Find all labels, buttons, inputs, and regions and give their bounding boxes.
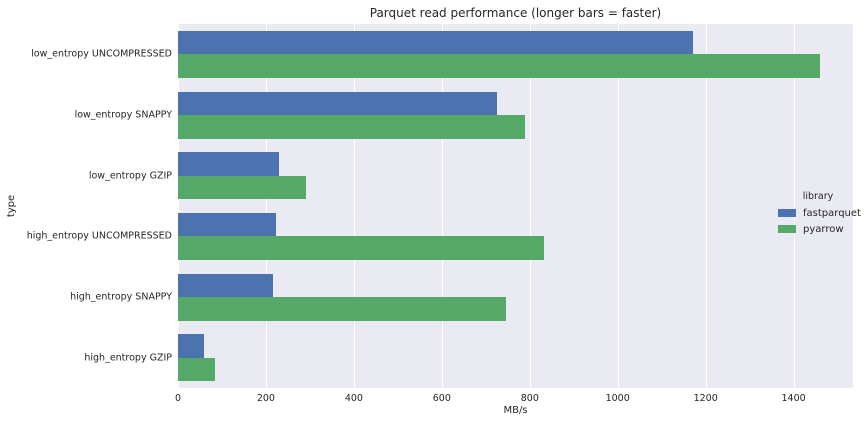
- bar-pyarrow: [178, 115, 526, 139]
- gridline: [353, 24, 355, 388]
- legend-entry: fastparquet: [776, 205, 861, 221]
- y-tick-label: low_entropy SNAPPY: [74, 109, 172, 121]
- gridline: [705, 24, 707, 388]
- y-tick-label: high_entropy SNAPPY: [70, 291, 172, 303]
- x-tick-label: 0: [174, 393, 182, 404]
- x-tick-label: 1400: [781, 393, 806, 404]
- bar-pyarrow: [178, 175, 306, 200]
- gridline: [529, 24, 531, 388]
- legend-entries: fastparquet pyarrow: [776, 205, 861, 237]
- bar-fastparquet: [178, 152, 280, 176]
- bar-fastparquet: [178, 212, 276, 237]
- bar-fastparquet: [178, 30, 693, 55]
- bar-pyarrow: [178, 236, 544, 260]
- legend-entry: pyarrow: [776, 221, 860, 237]
- bar-pyarrow: [178, 357, 216, 382]
- y-tick-label: low_entropy GZIP: [88, 170, 172, 182]
- legend-swatch-icon: [778, 209, 796, 217]
- legend-swatch-icon: [778, 225, 796, 233]
- legend-title: library: [802, 191, 834, 202]
- bar-fastparquet: [178, 273, 273, 297]
- legend-label: fastparquet: [803, 207, 861, 219]
- x-tick-label: 1000: [605, 393, 630, 404]
- x-tick-label: 600: [432, 393, 451, 404]
- y-axis-label: type: [6, 194, 17, 218]
- legend-label: pyarrow: [803, 223, 844, 235]
- x-tick-label: 400: [344, 393, 363, 404]
- plot-area: [178, 24, 853, 388]
- bar-fastparquet: [178, 91, 497, 115]
- bar-pyarrow: [178, 297, 506, 321]
- y-tick-label: high_entropy UNCOMPRESSED: [26, 230, 172, 242]
- x-tick-label: 1200: [693, 393, 718, 404]
- gridline: [793, 24, 795, 388]
- gridline: [265, 24, 267, 388]
- gridline: [617, 24, 619, 388]
- x-tick-label: 800: [520, 393, 539, 404]
- chart-title: Parquet read performance (longer bars = …: [369, 6, 662, 20]
- y-tick-label: low_entropy UNCOMPRESSED: [31, 48, 172, 60]
- gridline: [178, 24, 179, 388]
- x-tick-label: 200: [256, 393, 275, 404]
- legend: library fastparquet pyarrow: [776, 191, 861, 237]
- x-axis-label: MB/s: [503, 405, 528, 416]
- bar-fastparquet: [178, 334, 205, 358]
- gridline: [441, 24, 443, 388]
- bar-pyarrow: [178, 54, 820, 78]
- y-tick-label: high_entropy GZIP: [84, 352, 172, 364]
